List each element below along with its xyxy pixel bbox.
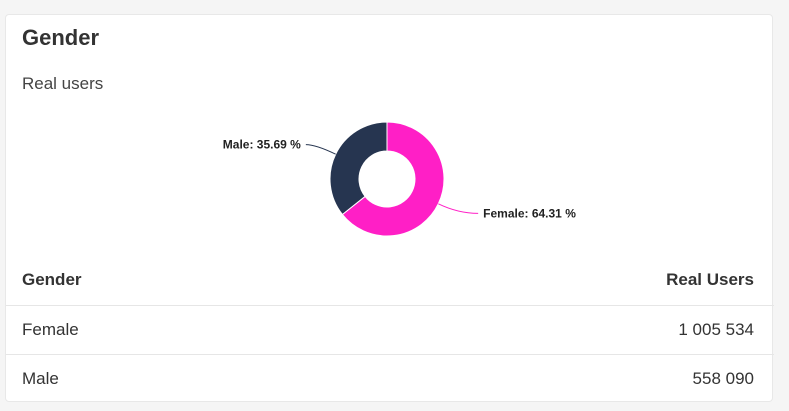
connector-female [438, 203, 479, 214]
connector-male [305, 144, 336, 155]
table-row: Female 1 005 534 [6, 305, 774, 354]
gender-donut-chart: Female: 64.31 % Male: 35.69 % [6, 105, 774, 255]
slice-label-female: Female: 64.31 % [483, 206, 576, 220]
row-users: 1 005 534 [678, 320, 754, 339]
header-gender: Gender [22, 270, 82, 289]
gender-table: Gender Real Users Female 1 005 534 Male … [6, 255, 774, 403]
table-row: Male 558 090 [6, 354, 774, 403]
gender-card: Gender Real users Female: 64.31 % Male: 3… [5, 14, 774, 403]
donut-slice-female [341, 121, 445, 237]
row-users: 558 090 [692, 369, 754, 388]
donut-slice-male [329, 121, 388, 216]
card-title: Gender [22, 25, 100, 50]
donut-svg: Female: 64.31 % Male: 35.69 % [223, 121, 576, 237]
row-gender: Female [22, 320, 79, 339]
row-gender: Male [22, 369, 59, 388]
card-subtitle: Real users [22, 74, 104, 93]
header-real-users: Real Users [666, 270, 754, 289]
slice-label-male: Male: 35.69 % [223, 138, 301, 152]
table-header-row: Gender Real Users [6, 255, 774, 305]
